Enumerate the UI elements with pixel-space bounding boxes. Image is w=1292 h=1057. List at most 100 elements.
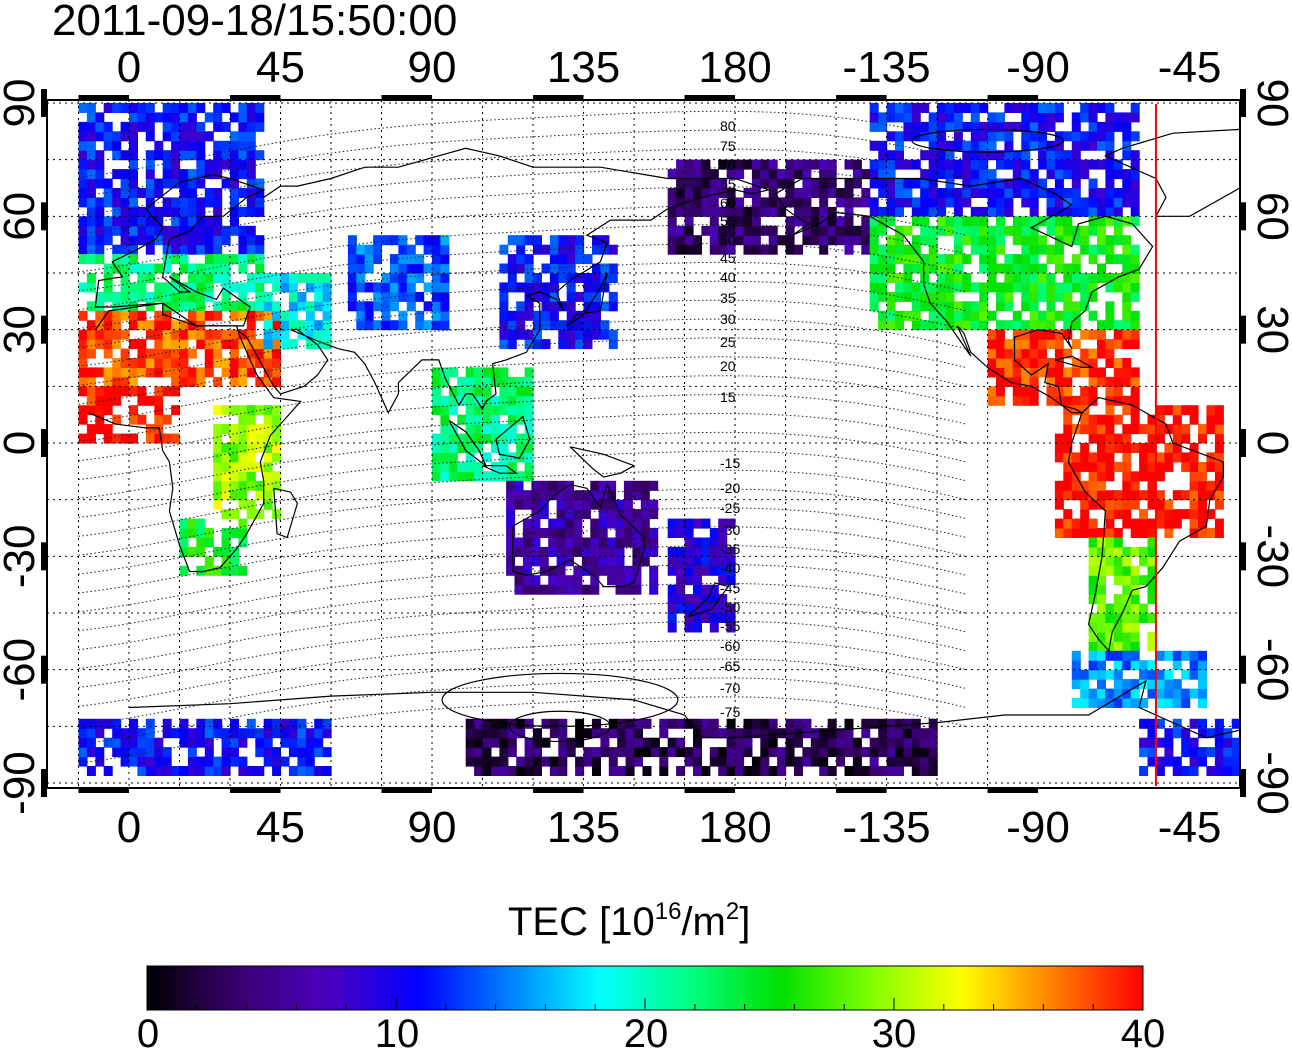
tec-cell: [1147, 414, 1157, 425]
tec-cell: [1198, 424, 1207, 435]
tec-cell: [878, 178, 888, 189]
tec-cell: [886, 728, 896, 739]
tec-cell: [347, 235, 357, 246]
tec-cell: [1071, 650, 1081, 661]
tec-cell: [827, 766, 837, 776]
tec-cell: [347, 254, 357, 265]
tec-cell: [221, 766, 231, 776]
tec-cell: [1038, 263, 1048, 274]
tec-cell: [632, 584, 642, 595]
tec-cell: [659, 718, 669, 729]
tec-cell: [1063, 452, 1073, 463]
tec-cell: [516, 718, 526, 729]
tec-cell: [1113, 273, 1123, 283]
tec-cell: [1113, 197, 1123, 208]
tec-cell: [272, 320, 282, 331]
tec-cell: [928, 766, 938, 776]
tec-cell: [1029, 301, 1039, 312]
tec-cell: [760, 197, 770, 208]
tec-cell: [1021, 140, 1031, 151]
tec-cell: [482, 737, 492, 748]
tec-cell: [246, 254, 256, 265]
tec-cell: [398, 235, 408, 246]
tec-cell: [314, 273, 324, 283]
tec-cell: [230, 556, 239, 567]
tec-cell: [305, 329, 315, 340]
lon-label-bottom: -90: [1006, 803, 1070, 852]
tec-cell: [1206, 480, 1216, 491]
tec-cell: [1198, 728, 1207, 739]
tec-cell: [735, 737, 745, 748]
tec-cell: [1071, 254, 1081, 265]
tec-cell: [632, 546, 642, 557]
tec-cell: [1147, 443, 1157, 453]
tec-cell: [145, 329, 155, 340]
tec-cell: [524, 282, 534, 293]
tec-cell: [1113, 528, 1123, 538]
tec-cell: [1113, 556, 1123, 567]
tec-cell: [581, 499, 591, 510]
tec-cell: [272, 756, 282, 767]
tec-cell: [238, 728, 248, 739]
tec-cell: [987, 348, 997, 359]
tec-cell: [238, 206, 248, 217]
tec-cell: [1080, 461, 1090, 472]
tec-cell: [415, 273, 425, 283]
tec-cell: [524, 376, 534, 387]
tec-cell: [1004, 358, 1014, 368]
tec-cell: [1172, 698, 1182, 708]
tec-cell: [1105, 131, 1115, 142]
tec-cell: [802, 718, 812, 729]
tec-cell: [522, 546, 532, 557]
tec-cell: [625, 728, 635, 739]
tec-cell: [575, 339, 585, 350]
tec-cell: [533, 235, 542, 246]
tec-cell: [1063, 480, 1073, 491]
tec-cell: [162, 728, 172, 739]
tec-cell: [1139, 546, 1149, 557]
tec-cell: [322, 282, 332, 293]
tec-cell: [230, 565, 239, 576]
tec-cell: [482, 414, 492, 425]
tec-cell: [364, 320, 374, 331]
tec-cell: [507, 433, 517, 444]
tec-cell: [1105, 121, 1115, 132]
tec-cell: [777, 169, 787, 180]
tec-cell: [305, 339, 315, 350]
tec-cell: [623, 499, 633, 510]
tec-cell: [221, 291, 231, 302]
tec-cell: [187, 169, 197, 180]
tec-cell: [246, 320, 256, 331]
tec-cell: [213, 358, 223, 368]
tec-cell: [539, 480, 549, 491]
tec-cell: [238, 358, 248, 368]
tec-cell: [1046, 121, 1056, 132]
mlat-label: 55: [720, 213, 736, 229]
tec-cell: [1038, 103, 1048, 113]
tec-cell: [499, 452, 509, 463]
tec-cell: [516, 414, 526, 425]
tec-cell: [112, 358, 122, 368]
tec-cell: [1097, 414, 1106, 425]
tec-cell: [852, 747, 862, 758]
tec-cell: [996, 386, 1005, 397]
tec-cell: [112, 140, 122, 151]
tec-cell: [895, 178, 904, 189]
tec-cell: [196, 339, 206, 350]
tec-cell: [566, 282, 576, 293]
tec-cell: [701, 537, 711, 548]
tec-cell: [1088, 575, 1098, 586]
tec-cell: [1147, 490, 1157, 501]
tec-cell: [987, 244, 997, 255]
tec-cell: [987, 386, 997, 397]
tec-cell: [440, 263, 450, 274]
tec-cell: [1198, 509, 1207, 520]
tec-cell: [718, 728, 728, 739]
tec-cell: [432, 461, 441, 472]
tec-cell: [751, 766, 761, 776]
tec-cell: [667, 546, 677, 557]
tec-cell: [238, 367, 248, 378]
tec-cell: [1198, 747, 1207, 758]
tec-cell: [230, 112, 239, 123]
tec-cell: [1071, 358, 1081, 368]
